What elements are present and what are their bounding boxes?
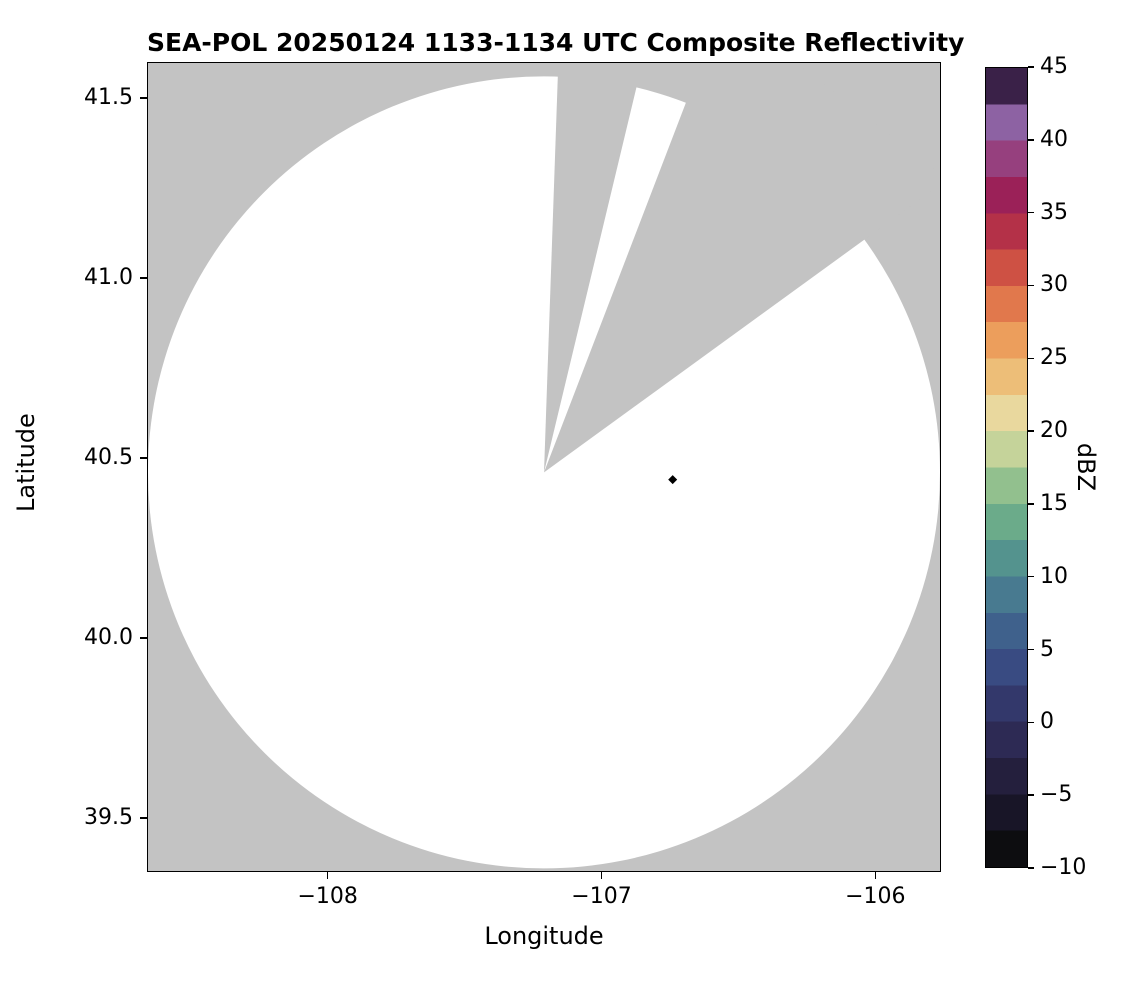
colorbar-tick-mark [1028,794,1034,796]
colorbar-tick-label: 40 [1040,126,1068,152]
colorbar-tick-label: 15 [1040,490,1068,516]
y-tick-label: 41.5 [84,85,133,110]
y-axis-label: Latitude [12,413,40,512]
colorbar-tick-mark [1028,430,1034,432]
colorbar-tick-label: 35 [1040,199,1068,225]
colorbar-tick-mark [1028,575,1034,578]
y-tick-mark [140,277,147,279]
site-marker-diamond [668,475,678,485]
colorbar-tick-label: −10 [1040,855,1087,880]
x-tick-label: −107 [571,884,632,909]
y-tick-mark [140,457,147,459]
colorbar-tick-label: 5 [1040,636,1054,662]
x-tick-mark [874,872,877,879]
x-axis-label: Longitude [484,922,604,950]
colorbar [985,67,1028,868]
y-tick-label: 39.5 [84,805,133,830]
colorbar-tick-mark [1028,284,1034,287]
chart-title: SEA-POL 20250124 1133-1134 UTC Composite… [147,28,965,57]
blocked-sector [544,62,941,473]
colorbar-label: dBZ [1072,442,1101,492]
y-tick-label: 40.5 [84,445,133,470]
y-tick-mark [140,637,147,639]
colorbar-tick-label: 30 [1040,272,1068,298]
colorbar-tick-mark [1028,721,1034,724]
y-tick-mark [140,97,147,99]
colorbar-tick-mark [1028,139,1034,141]
plot-frame [147,62,941,872]
colorbar-tick-mark [1028,648,1034,651]
colorbar-tick-label: 0 [1040,709,1054,735]
colorbar-tick-mark [1028,211,1034,214]
x-tick-label: −106 [845,884,906,909]
colorbar-tick-mark [1028,867,1034,869]
colorbar-tick-label: 45 [1040,54,1068,79]
x-tick-mark [326,872,329,879]
y-tick-mark [140,817,147,819]
colorbar-tick-label: 20 [1040,418,1068,444]
colorbar-tick-label: 25 [1040,345,1068,371]
colorbar-tick-label: −5 [1040,782,1073,808]
colorbar-tick-mark [1028,503,1034,505]
y-tick-label: 40.0 [84,625,133,650]
colorbar-tick-mark [1028,66,1034,68]
radar-map-plot [147,62,941,872]
colorbar-tick-label: 10 [1040,563,1068,589]
colorbar-tick-mark [1028,357,1034,360]
x-tick-mark [600,872,603,879]
x-tick-label: −108 [297,884,358,909]
y-tick-label: 41.0 [84,265,133,290]
